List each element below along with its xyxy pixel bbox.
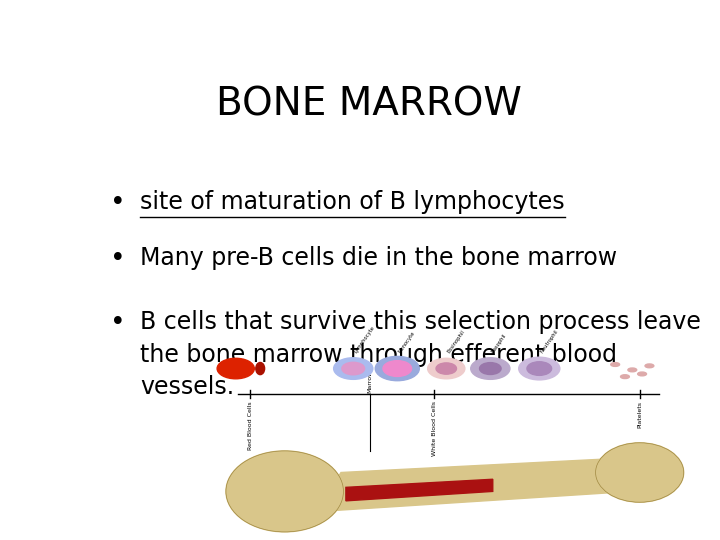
Circle shape bbox=[436, 363, 456, 374]
Ellipse shape bbox=[645, 364, 654, 368]
Circle shape bbox=[383, 361, 412, 376]
Circle shape bbox=[428, 359, 465, 379]
Circle shape bbox=[217, 359, 254, 379]
Ellipse shape bbox=[226, 451, 343, 532]
Circle shape bbox=[471, 357, 510, 379]
Text: •: • bbox=[110, 190, 126, 215]
Polygon shape bbox=[317, 456, 660, 512]
Ellipse shape bbox=[256, 362, 265, 375]
Text: •: • bbox=[110, 310, 126, 336]
Text: Neutrophil: Neutrophil bbox=[539, 328, 559, 354]
Polygon shape bbox=[346, 480, 492, 501]
Text: Monocyte: Monocyte bbox=[397, 330, 416, 354]
Circle shape bbox=[333, 357, 373, 379]
Circle shape bbox=[527, 362, 552, 375]
Text: Eosinophil: Eosinophil bbox=[446, 329, 466, 354]
Ellipse shape bbox=[621, 375, 629, 379]
Ellipse shape bbox=[628, 368, 636, 372]
Text: BONE MARROW: BONE MARROW bbox=[216, 85, 522, 124]
Text: Red Blood Cells: Red Blood Cells bbox=[248, 401, 253, 450]
Circle shape bbox=[342, 362, 364, 375]
Text: Basophil: Basophil bbox=[490, 333, 508, 354]
Text: Lymphocyte: Lymphocyte bbox=[354, 325, 376, 354]
Text: •: • bbox=[110, 246, 126, 272]
Text: White Blood Cells: White Blood Cells bbox=[431, 401, 436, 456]
Text: Many pre-B cells die in the bone marrow: Many pre-B cells die in the bone marrow bbox=[140, 246, 617, 269]
Text: B cells that survive this selection process leave
the bone marrow through effere: B cells that survive this selection proc… bbox=[140, 310, 701, 399]
Text: site of maturation of B lymphocytes: site of maturation of B lymphocytes bbox=[140, 190, 565, 213]
Circle shape bbox=[518, 357, 560, 380]
Ellipse shape bbox=[595, 443, 684, 502]
Text: Marrow: Marrow bbox=[368, 369, 373, 393]
Ellipse shape bbox=[611, 363, 620, 366]
Text: Platelets: Platelets bbox=[637, 401, 642, 428]
Ellipse shape bbox=[638, 372, 647, 376]
Circle shape bbox=[375, 356, 419, 381]
Circle shape bbox=[480, 363, 501, 375]
